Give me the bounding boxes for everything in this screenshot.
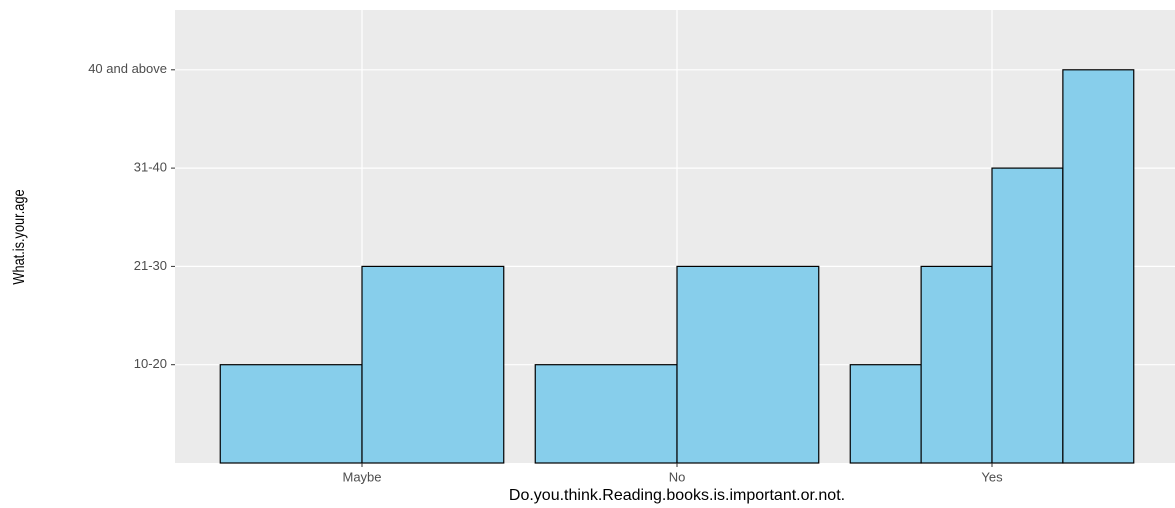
- y-axis-title: What.is.your.age: [11, 189, 29, 284]
- y-tick-label: 10-20: [134, 356, 167, 371]
- y-tick-label: 21-30: [134, 258, 167, 273]
- bar: [361, 265, 505, 464]
- bar: [219, 364, 363, 464]
- y-tick-label: 31-40: [134, 160, 167, 175]
- bar: [676, 265, 820, 464]
- bar: [991, 167, 1064, 464]
- x-axis-title: Do.you.think.Reading.books.is.important.…: [509, 487, 845, 504]
- bar: [1062, 69, 1135, 464]
- x-tick-label: Yes: [981, 469, 1003, 484]
- bar: [849, 364, 922, 464]
- bars: [219, 69, 1135, 464]
- bar: [920, 265, 993, 464]
- x-tick-label: Maybe: [342, 469, 381, 484]
- bar: [534, 364, 678, 464]
- y-tick-label: 40 and above: [88, 61, 167, 76]
- x-tick-label: No: [669, 469, 686, 484]
